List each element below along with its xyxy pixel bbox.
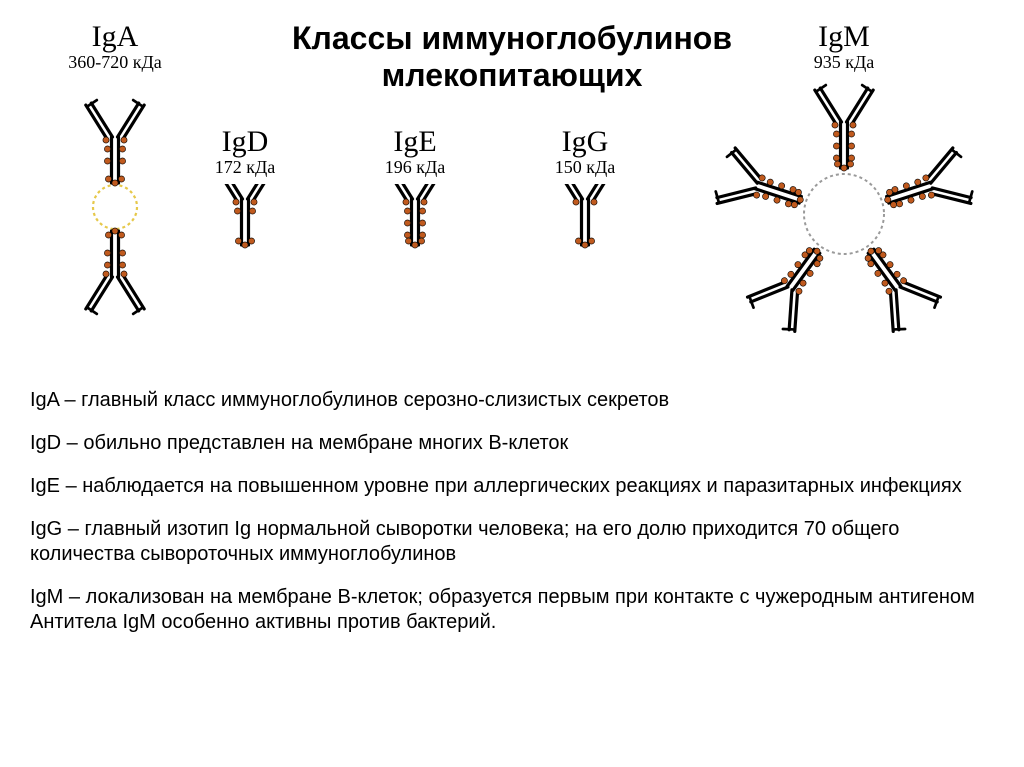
- ig-block-igd: IgD 172 кДа: [190, 125, 300, 314]
- ig-block-igm: IgM 935 кДа: [704, 20, 984, 349]
- ig-weight: 150 кДа: [555, 157, 616, 178]
- ig-weight: 360-720 кДа: [68, 52, 162, 73]
- ig-block-ige: IgE 196 кДа: [360, 125, 470, 314]
- figure-row: Классы иммуноглобулинов млекопитающих Ig…: [30, 20, 994, 370]
- ig-name: IgD: [222, 125, 269, 159]
- ige-diagram: [360, 184, 470, 314]
- desc-ige: IgE – наблюдается на повышенном уровне п…: [30, 474, 994, 499]
- middle-monomers: IgD 172 кДа IgE 196 кДа IgG 150 кДа: [190, 125, 640, 314]
- ig-name: IgG: [562, 125, 609, 159]
- iga-diagram: [55, 77, 175, 337]
- igd-diagram: [190, 184, 300, 314]
- desc-igm-1: IgM – локализован на мембране В-клеток; …: [30, 585, 994, 610]
- ig-name: IgM: [818, 20, 870, 54]
- igg-diagram: [530, 184, 640, 314]
- desc-igd: IgD – обильно представлен на мембране мн…: [30, 431, 994, 456]
- igm-diagram: [704, 79, 984, 349]
- desc-iga: IgA – главный класс иммуноглобулинов сер…: [30, 388, 994, 413]
- ig-weight: 172 кДа: [215, 157, 276, 178]
- desc-igm-2: Антитела IgM особенно активны против бак…: [30, 610, 994, 635]
- ig-name: IgE: [393, 125, 436, 159]
- ig-weight: 196 кДа: [385, 157, 446, 178]
- ig-name: IgA: [92, 20, 139, 54]
- desc-igg: IgG – главный изотип Ig нормальной сывор…: [30, 517, 994, 567]
- ig-weight: 935 кДа: [814, 52, 875, 73]
- ig-block-iga: IgA 360-720 кДа: [55, 20, 175, 337]
- ig-block-igg: IgG 150 кДа: [530, 125, 640, 314]
- descriptions: IgA – главный класс иммуноглобулинов сер…: [30, 388, 994, 635]
